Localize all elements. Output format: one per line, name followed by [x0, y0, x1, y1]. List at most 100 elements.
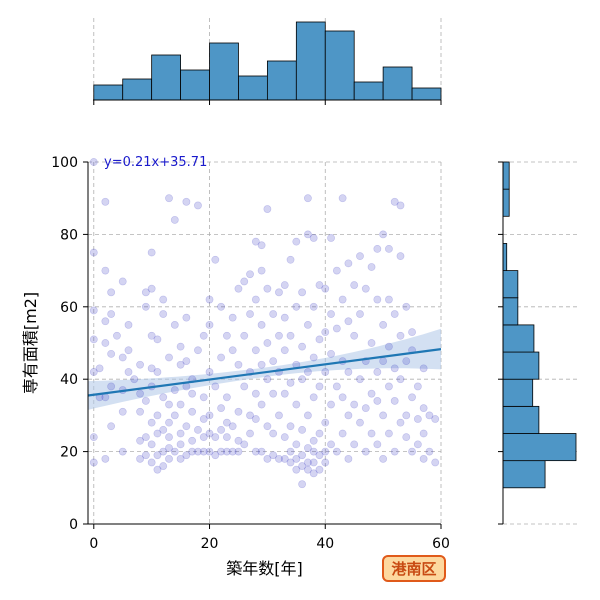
scatter-point [147, 458, 156, 467]
scatter-point [298, 451, 307, 460]
confidence-band [88, 328, 441, 410]
top-hist-bar [324, 30, 355, 101]
scatter-point [304, 368, 312, 376]
scatter-point [344, 317, 353, 326]
scatter-point [292, 440, 301, 449]
scatter-point [251, 346, 260, 355]
scatter-point [315, 465, 324, 474]
scatter-point [182, 197, 191, 206]
scatter-point [385, 429, 393, 438]
scatter-point [118, 407, 127, 416]
scatter-point [205, 429, 214, 438]
scatter-point [101, 454, 110, 463]
scatter-point [367, 389, 376, 398]
scatter-point [304, 458, 312, 467]
scatter-point [188, 389, 197, 398]
scatter-point [402, 411, 411, 420]
scatter-point [379, 230, 388, 239]
scatter-point [269, 429, 278, 438]
scatter-point [141, 433, 150, 442]
x-axis-label: 築年数[年] [226, 559, 303, 578]
scatter-point [159, 425, 168, 434]
scatter-point [373, 440, 382, 449]
scatter-point [246, 429, 254, 438]
scatter-point [199, 447, 208, 456]
ward-badge: 港南区 [382, 555, 446, 582]
right-hist-bar [502, 378, 534, 407]
scatter-point [136, 389, 144, 398]
right-marginal-histogram [498, 161, 580, 525]
scatter-point [159, 447, 168, 456]
scatter-point [136, 454, 144, 463]
y-axis-label: 専有面積[m2] [21, 292, 40, 394]
scatter-point [246, 310, 254, 318]
scatter-point [141, 397, 150, 405]
scatter-point [292, 302, 301, 311]
scatter-point [419, 364, 428, 373]
scatter-point [194, 447, 202, 456]
ward-badge-background [382, 555, 446, 582]
regression-equation-label: y=0.21x+35.71 [104, 155, 207, 170]
right-hist-bar [502, 324, 535, 353]
scatter-point [217, 353, 225, 362]
scatter-point [222, 418, 231, 427]
scatter-point [234, 447, 243, 456]
scatter-point [385, 295, 393, 304]
scatter-point [130, 375, 139, 384]
scatter-point [286, 422, 295, 431]
scatter-point [419, 454, 428, 463]
scatter-point [257, 320, 266, 329]
scatter-point [170, 411, 179, 420]
scatter-point [390, 364, 399, 373]
top-hist-bar [411, 87, 442, 101]
scatter-point [101, 317, 110, 326]
scatter-point [257, 400, 266, 409]
scatter-point [269, 357, 278, 365]
scatter-point [292, 237, 301, 246]
scatter-point [315, 382, 324, 391]
scatter-point [251, 389, 260, 398]
regression-confidence-band [88, 328, 441, 410]
scatter-point [280, 454, 289, 463]
scatter-point [356, 310, 364, 318]
scatter-point [390, 447, 399, 456]
scatter-point [257, 241, 266, 250]
scatter-point [147, 284, 156, 293]
scatter-point [396, 375, 405, 384]
scatter-point [321, 458, 330, 467]
scatter-point [118, 353, 127, 362]
scatter-point [304, 230, 312, 239]
scatter-point [292, 465, 301, 474]
scatter-point [141, 451, 150, 460]
scatter-point [222, 331, 231, 340]
y-tick-label: 0 [69, 517, 78, 533]
scatter-point [350, 281, 359, 289]
scatter-point [228, 447, 237, 456]
scatter-point [298, 425, 307, 434]
scatter-point [182, 313, 191, 322]
scatter-point [292, 454, 301, 463]
right-hist-bar [502, 270, 519, 299]
scatter-point [170, 320, 179, 329]
scatter-point [246, 270, 254, 279]
scatter-point [222, 393, 231, 402]
scatter-point [367, 339, 376, 347]
scatter-point [280, 389, 289, 398]
scatter-point [118, 447, 127, 456]
scatter-point [332, 266, 341, 275]
scatter-point [182, 451, 191, 460]
top-hist-bar [353, 81, 384, 101]
scatter-point [280, 281, 289, 289]
scatter-point [304, 411, 312, 420]
top-hist-bar [180, 69, 210, 101]
scatter-point [396, 418, 405, 427]
scatter-point [315, 335, 324, 344]
scatter-point [275, 454, 283, 463]
scatter-point [396, 201, 405, 210]
scatter-point [228, 346, 237, 355]
scatter-point [165, 194, 173, 203]
top-hist-bar [295, 21, 326, 101]
scatter-point [321, 368, 330, 376]
scatter-point [327, 400, 335, 409]
